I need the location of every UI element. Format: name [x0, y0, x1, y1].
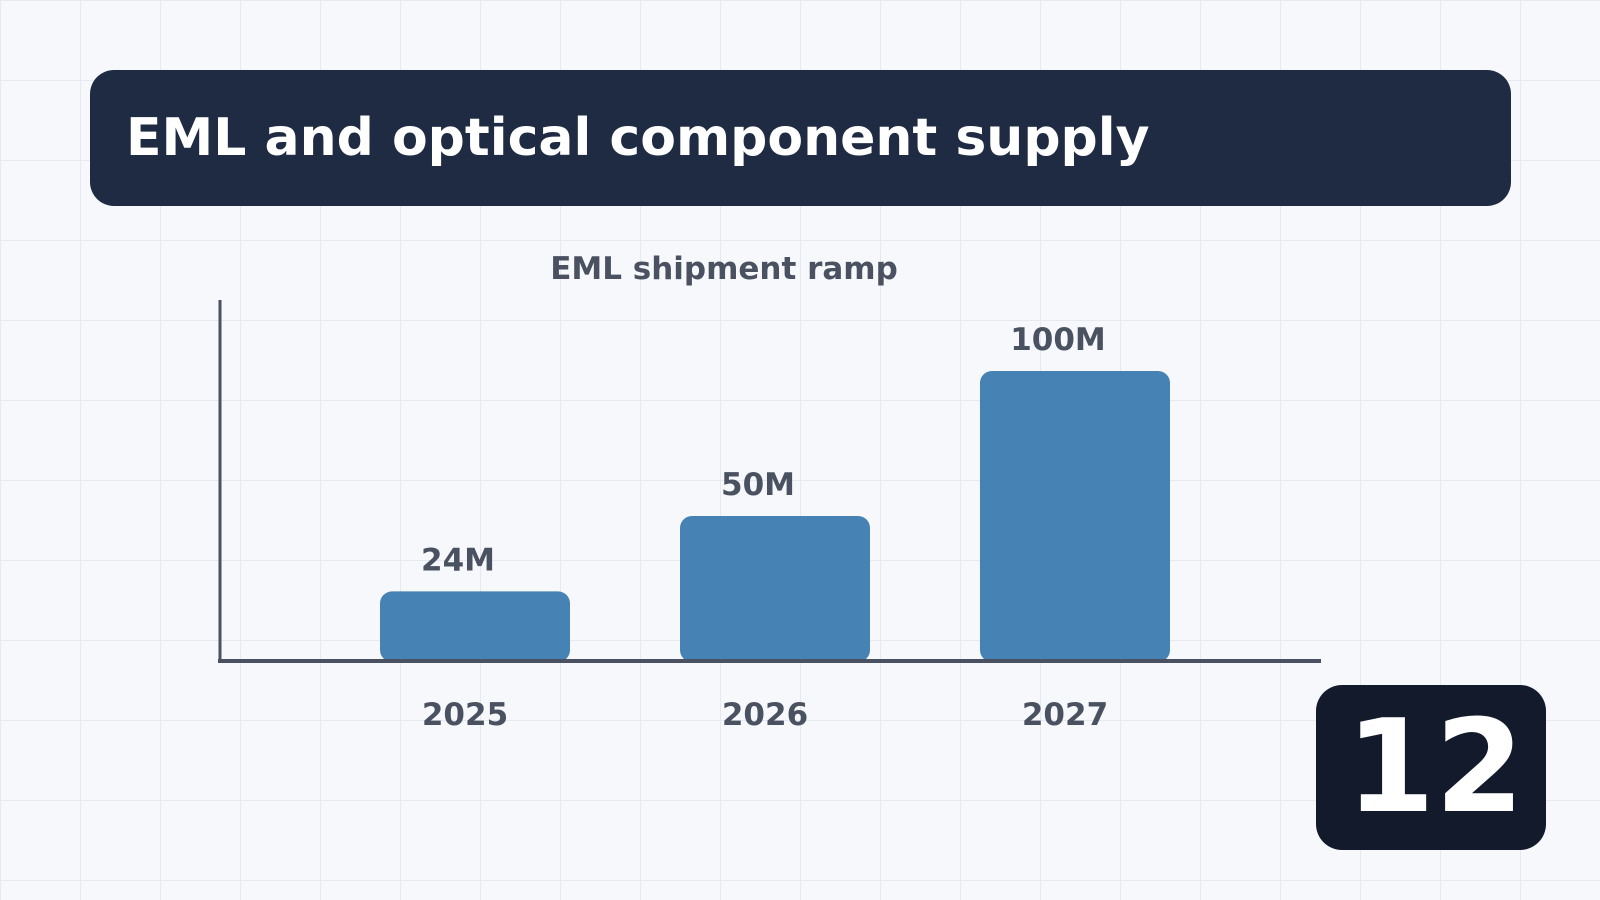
x-tick-label-2025: 2025 [422, 697, 508, 733]
x-tick-label-2026: 2026 [722, 697, 808, 733]
bar-2025 [380, 591, 570, 662]
chart-title: EML shipment ramp [550, 251, 898, 287]
value-label-2025: 24M [421, 542, 495, 578]
slide-number: 12 [1316, 685, 1546, 850]
value-label-2027: 100M [1010, 322, 1106, 358]
bars-layer: 24M 2025 50M 2026 100M 2027 [380, 322, 1170, 733]
value-label-2026: 50M [721, 467, 795, 503]
title-bar: EML and optical component supply [90, 70, 1511, 206]
bar-2027 [980, 371, 1170, 662]
slide-title: EML and optical component supply [126, 108, 1150, 168]
x-tick-label-2027: 2027 [1022, 697, 1108, 733]
bar-2026 [680, 516, 870, 662]
